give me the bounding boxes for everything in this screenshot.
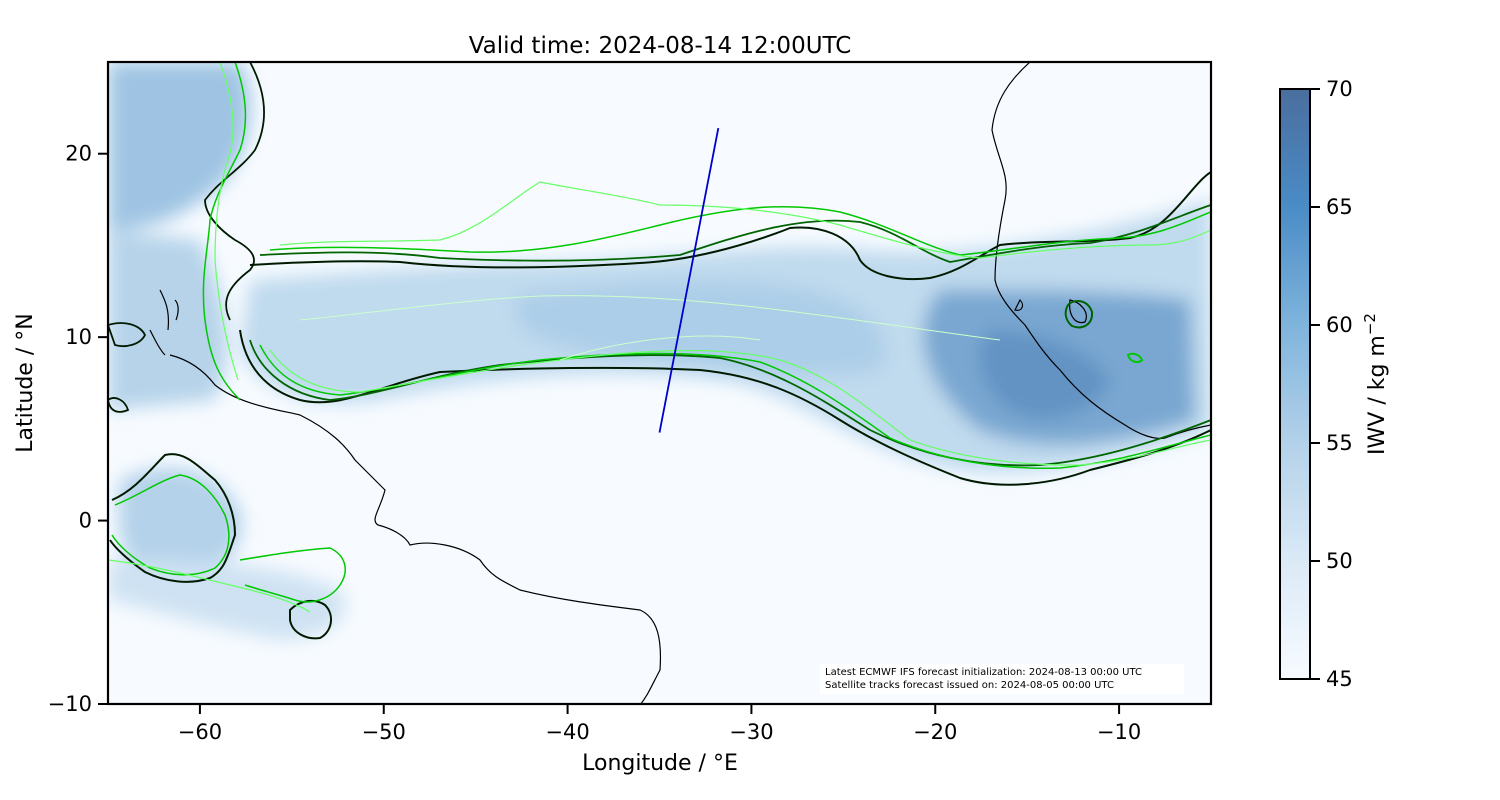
colorbar-tick-label: 70 xyxy=(1326,77,1353,101)
colorbar-ticks: 45 50 55 60 65 70 xyxy=(1310,77,1353,691)
forecast-annotation: Latest ECMWF IFS forecast initialization… xyxy=(820,664,1184,694)
contour-island-east xyxy=(1064,299,1094,329)
y-tick-label: 0 xyxy=(79,509,92,533)
contour-south-blob-green xyxy=(111,474,230,576)
colorbar-label: IWV / kg m−2 xyxy=(1361,313,1390,455)
contour-southeast-green xyxy=(239,547,346,603)
iwv-west-strip xyxy=(108,230,227,410)
colorbar-tick-label: 50 xyxy=(1326,549,1353,573)
x-tick-label: −30 xyxy=(729,720,773,744)
coastline-caribbean-arc xyxy=(149,289,179,356)
contour-west-coast-light xyxy=(214,62,239,381)
iwv-band-mid xyxy=(516,280,886,375)
annotation-line-1: Latest ECMWF IFS forecast initialization… xyxy=(825,667,1142,678)
x-tick-label: −10 xyxy=(1097,720,1141,744)
x-tick-label: −40 xyxy=(545,720,589,744)
colorbar: 45 50 55 60 65 70 IWV / kg m−2 xyxy=(1279,77,1390,691)
contour-west-coast-green xyxy=(202,62,247,401)
contour-light-north xyxy=(279,181,1211,259)
map-title: Valid time: 2024-08-14 12:00UTC xyxy=(469,33,852,59)
iwv-contours xyxy=(108,62,1211,640)
x-tick-label: −60 xyxy=(178,720,222,744)
x-tick-label: −20 xyxy=(913,720,957,744)
y-axis-label: Latitude / °N xyxy=(13,313,38,452)
coastline-island-cluster xyxy=(1014,298,1087,324)
contour-green-north xyxy=(269,205,1211,256)
x-tick-label: −50 xyxy=(362,720,406,744)
colorbar-gradient xyxy=(1280,89,1310,679)
map-panel: Latest ECMWF IFS forecast initialization… xyxy=(108,62,1211,704)
satellite-track xyxy=(658,127,720,433)
contour-pale-band xyxy=(299,295,1001,361)
colorbar-label-superscript: −2 xyxy=(1361,313,1379,335)
contour-darkgreen-north xyxy=(259,204,1211,263)
colorbar-frame xyxy=(1279,88,1311,680)
colorbar-tick-label: 60 xyxy=(1326,313,1353,337)
map-frame xyxy=(106,60,1213,706)
contour-south-blob-dark xyxy=(109,453,237,583)
y-tick-label: −10 xyxy=(48,692,92,716)
annotation-line-2: Satellite tracks forecast issued on: 202… xyxy=(825,680,1114,691)
iwv-south-blob xyxy=(118,467,242,578)
colorbar-tick-label: 55 xyxy=(1326,431,1353,455)
x-axis-label: Longitude / °E xyxy=(582,751,738,776)
y-tick-label: 20 xyxy=(65,142,92,166)
annotation-background xyxy=(820,664,1184,694)
contour-dark-north xyxy=(249,171,1211,281)
coastline-west-africa xyxy=(991,62,1211,440)
contour-dark-south xyxy=(239,329,1211,486)
colorbar-tick-label: 45 xyxy=(1326,667,1353,691)
x-axis: −60 −50 −40 −30 −20 −10 xyxy=(178,704,1141,744)
colorbar-tick-label: 65 xyxy=(1326,195,1353,219)
y-tick-label: 10 xyxy=(65,325,92,349)
contour-light-south xyxy=(269,349,1211,466)
colorbar-label-text: IWV / kg m xyxy=(1365,335,1390,455)
iwv-core-deep xyxy=(979,330,1110,419)
contour-southwest-light xyxy=(108,559,311,613)
coastline-south-america xyxy=(169,354,662,704)
y-axis: −10 0 10 20 xyxy=(48,142,108,716)
coastlines xyxy=(149,62,1211,704)
contour-southeast-dark xyxy=(289,599,332,640)
contour-island-small xyxy=(1126,352,1144,364)
